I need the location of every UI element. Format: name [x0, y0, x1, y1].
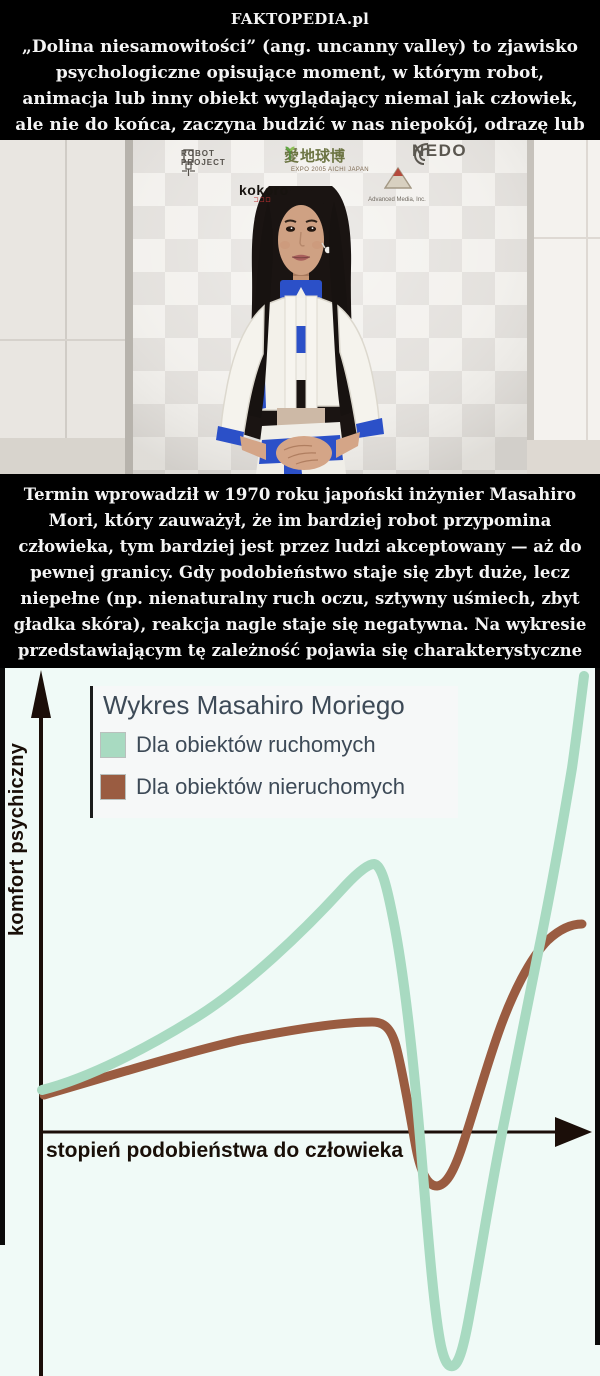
legend-panel [90, 686, 458, 818]
uncanny-valley-chart: Wykres Masahiro Moriego Dla obiektów ruc… [0, 668, 600, 1376]
chart-title: Wykres Masahiro Moriego [103, 690, 405, 720]
eye-glint-left [290, 227, 293, 230]
site-title: FAKTOPEDIA.pl [230, 10, 370, 28]
legend-item-moving: Dla obiektów ruchomych [100, 732, 376, 758]
lapel-strip-right [305, 295, 318, 421]
legend-label-moving: Dla obiektów ruchomych [136, 732, 376, 757]
kokoro-logo-text: kokoro [239, 182, 289, 198]
robot-photo: ROBOT PROJECT kokoro ココロ 愛 地球博 EXPO 2005… [0, 140, 600, 474]
nedo-logo-text: NEDO [412, 141, 468, 160]
robot-project-label-1: ROBOT [181, 149, 215, 158]
android-eye-right [306, 226, 317, 232]
android-midriff [277, 408, 325, 426]
advanced-media-logo-text: Advanced Media, Inc. [368, 197, 426, 203]
x-axis-label: stopień podobieństwa do człowieka [46, 1139, 404, 1162]
left-wall [0, 140, 133, 474]
advanced-media-logo-icon [384, 166, 412, 189]
kokoro-logo-katakana: ココロ [253, 198, 272, 204]
header-paragraph: „Dolina niesamowitości” (ang. uncanny va… [15, 37, 585, 161]
legend-swatch-moving [100, 732, 126, 758]
curve-moving-objects [37, 671, 589, 1372]
nedo-logo: NEDO [412, 141, 468, 165]
robot-project-label-2: PROJECT [181, 158, 226, 167]
legend-label-still: Dla obiektów nieruchomych [136, 774, 406, 799]
android-sleeves [216, 304, 384, 446]
chart-left-edge-strip [0, 668, 5, 1245]
lapel-strip-left [284, 295, 297, 421]
y-axis-arrowhead [31, 670, 51, 718]
right-wall [527, 140, 600, 474]
expo-logo-kanji-right: 地球博 [300, 148, 346, 165]
cheek-left [280, 241, 290, 249]
android-nose [299, 231, 305, 247]
body-section: Termin wprowadził w 1970 roku japoński i… [0, 474, 600, 686]
android-choker [280, 280, 322, 300]
eye-glint-right [311, 227, 314, 230]
cuff-left [216, 426, 244, 446]
legend-item-still: Dla obiektów nieruchomych [100, 774, 405, 800]
expo-2005-logo: 愛 地球博 [284, 145, 345, 166]
x-axis-arrowhead [555, 1117, 592, 1147]
android-eye-left [285, 226, 296, 232]
y-axis-label: komfort psychiczny [6, 742, 28, 936]
kokoro-logo: kokoro ココロ [239, 182, 289, 206]
cuff-right [356, 418, 384, 438]
android-eyebrow-left [284, 219, 297, 223]
legend-swatch-still [100, 774, 126, 800]
robot-project-logo-icon [182, 149, 195, 176]
robot-photo-scene [0, 140, 600, 474]
mic-wire [321, 242, 326, 249]
android-hair-fringe [272, 188, 330, 236]
expo-sprout-icon [285, 146, 295, 161]
android-figure [216, 186, 384, 474]
header-section: FAKTOPEDIA.pl „Dolina niesamowitości” (a… [0, 0, 600, 161]
nedo-swirl-icon [413, 143, 429, 165]
chart-right-edge-strip [595, 668, 600, 1345]
lip-line [291, 256, 311, 259]
expo-logo-subtitle: EXPO 2005 AICHI JAPAN [291, 167, 369, 173]
robot-project-logo: ROBOT PROJECT [181, 149, 226, 176]
body-paragraph: Termin wprowadził w 1970 roku japoński i… [13, 485, 587, 686]
android-eyebrow-right [305, 219, 318, 223]
android-face [272, 188, 332, 275]
cheek-right [312, 241, 322, 249]
legend-panel-edge [90, 686, 93, 818]
axes [39, 690, 559, 1376]
android-hands [240, 432, 360, 470]
expo-logo-kanji-left: 愛 [284, 148, 300, 165]
